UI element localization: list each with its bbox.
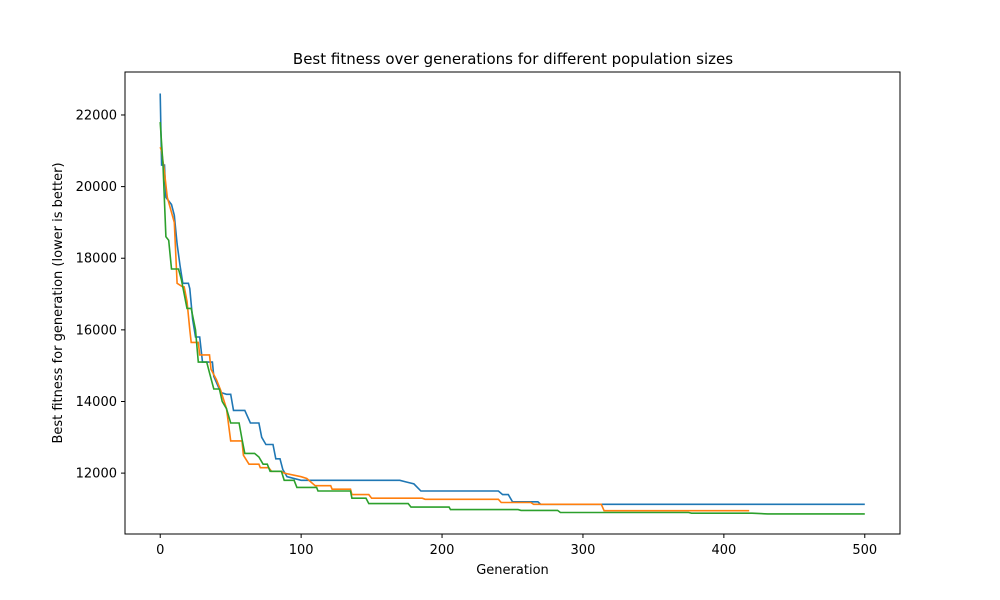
x-axis-label: Generation: [476, 563, 549, 578]
y-axis-ticks: 12000 14000 16000 18000 20000 22000: [76, 108, 125, 482]
y-tick-label: 16000: [76, 323, 117, 338]
y-axis-label: Best fitness for generation (lower is be…: [51, 162, 66, 443]
series-line-3: [159, 122, 865, 515]
x-tick-label: 100: [289, 543, 314, 558]
y-tick-label: 14000: [76, 395, 117, 410]
y-tick-label: 20000: [76, 180, 117, 195]
y-tick-label: 18000: [76, 252, 117, 267]
x-tick-label: 500: [852, 543, 877, 558]
chart-title: Best fitness over generations for differ…: [293, 50, 733, 68]
x-tick-label: 300: [571, 543, 596, 558]
x-tick-label: 200: [430, 543, 455, 558]
series-line-1: [159, 93, 865, 506]
series-line-2: [159, 146, 750, 512]
series-layer: [159, 93, 865, 515]
x-tick-label: 0: [156, 543, 164, 558]
x-tick-label: 400: [711, 543, 736, 558]
y-tick-label: 22000: [76, 108, 117, 123]
plot-frame: [124, 71, 901, 535]
y-tick-label: 12000: [76, 467, 117, 482]
x-axis-ticks: 0 100 200 300 400 500: [156, 534, 877, 558]
